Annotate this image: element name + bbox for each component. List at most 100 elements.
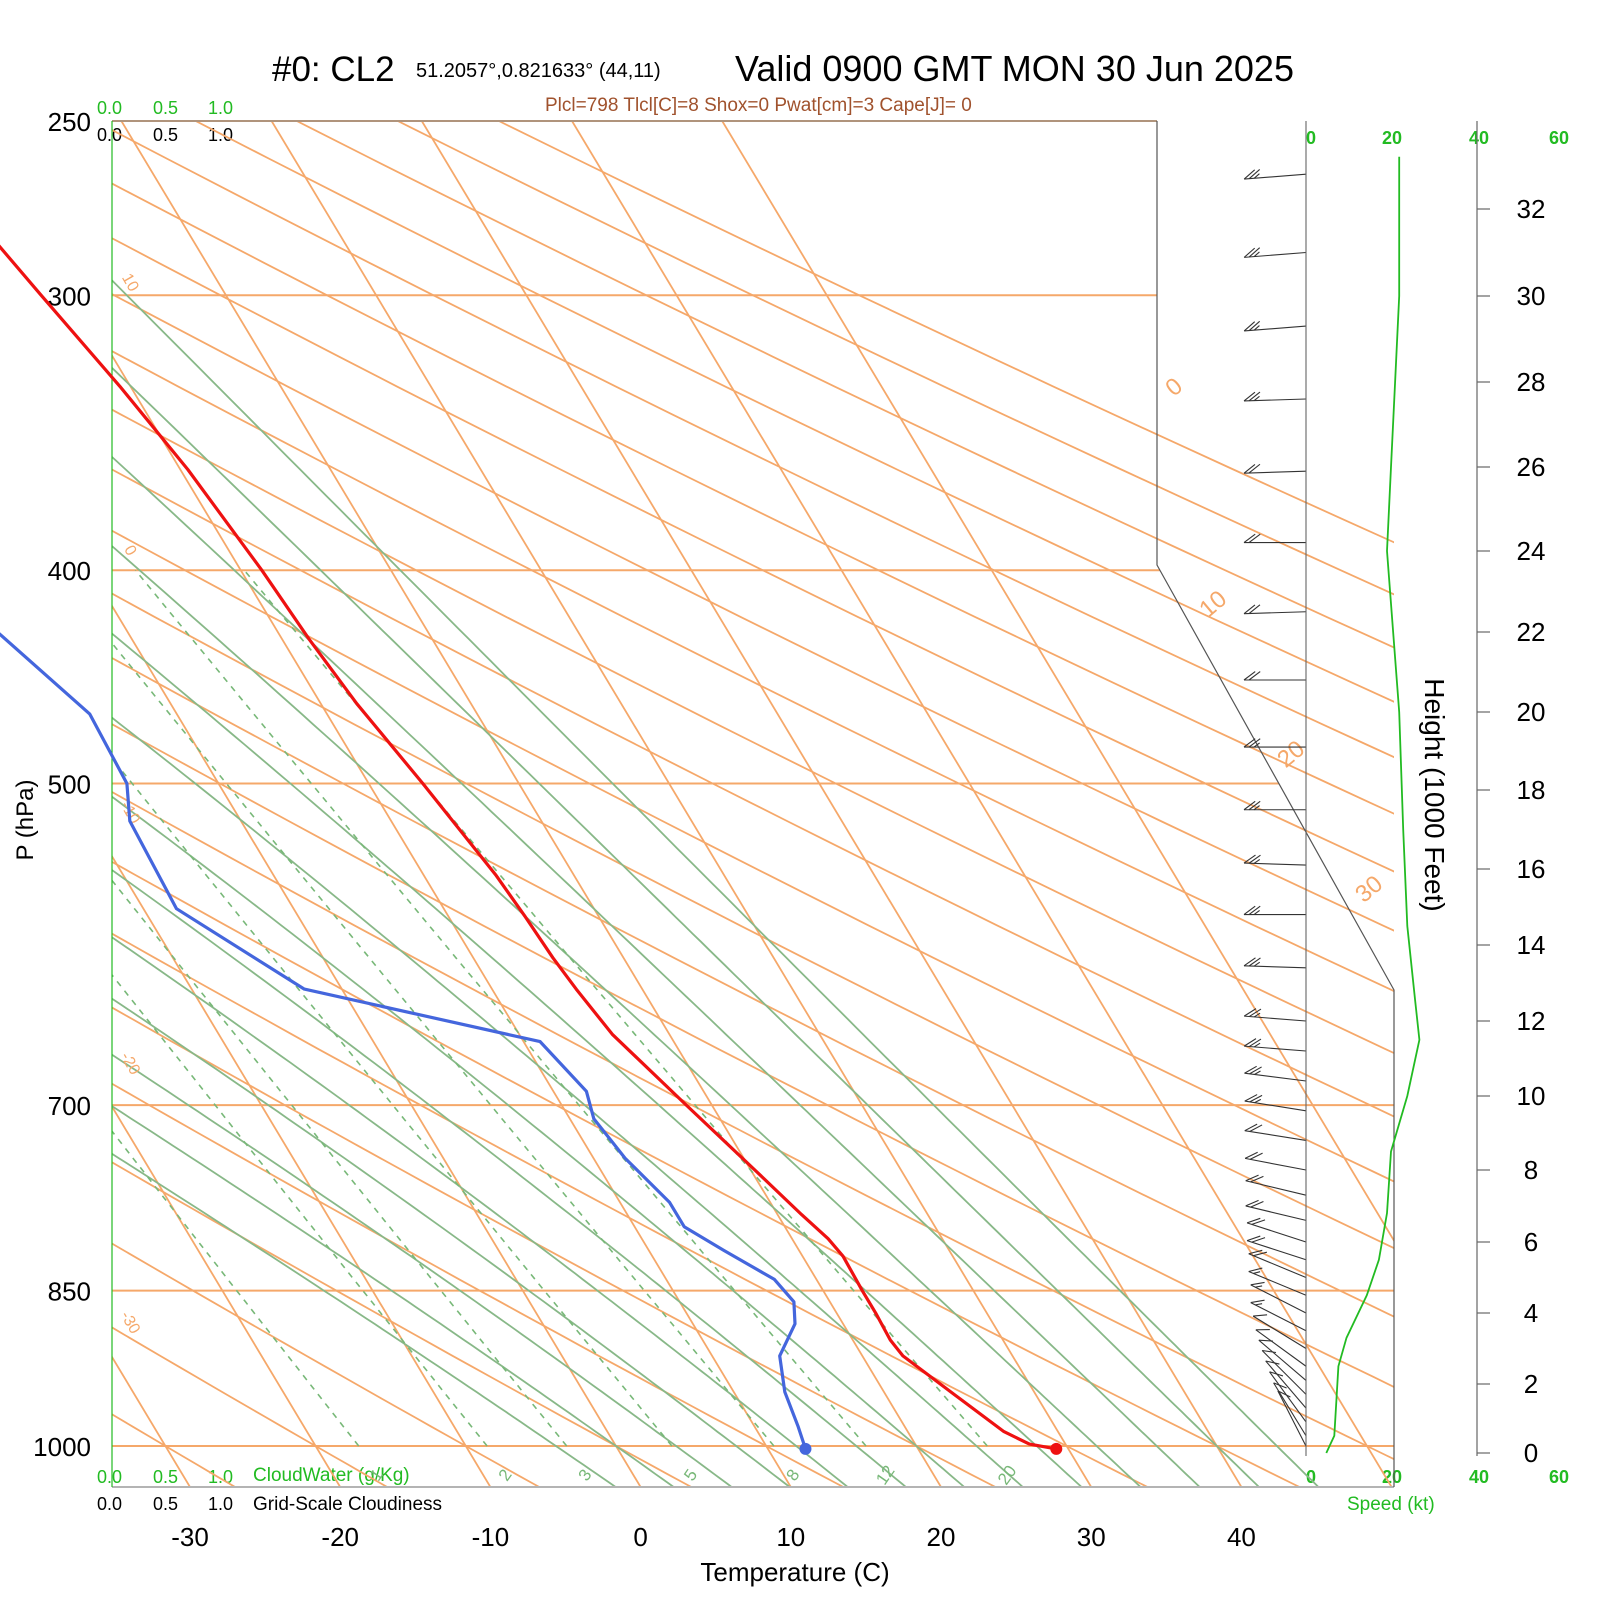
wind-barb-flag	[1243, 738, 1256, 748]
wind-barb	[1244, 1151, 1307, 1171]
wind-barb-flag	[1243, 854, 1256, 864]
wind-speed-line	[1325, 156, 1421, 1454]
wind-barb-staff	[1245, 1180, 1307, 1196]
wind-barb-flag	[1255, 1285, 1263, 1288]
frame-right	[1156, 121, 1395, 1487]
wind-barbs	[1243, 169, 1307, 1447]
wind-barb-flag	[1246, 1235, 1261, 1242]
wind-barb	[1255, 1329, 1307, 1367]
height-tick-label: 18	[1517, 775, 1546, 805]
wind-barb-flag	[1253, 1012, 1261, 1018]
bottom-green-scale: 0.0 0.5 1.0 CloudWater (g/Kg)	[97, 1465, 410, 1487]
wind-barb-flag	[1243, 957, 1256, 967]
dry-adiabat-line	[112, 529, 1394, 1183]
wind-barb	[1243, 905, 1306, 916]
mixing-ratio-line	[112, 1129, 360, 1447]
moist-adiabat-line	[112, 1152, 616, 1486]
isotherm-line	[112, 854, 491, 1486]
wind-barb	[1243, 671, 1306, 681]
wind-barb-flag	[1243, 169, 1256, 180]
wind-barb	[1243, 533, 1306, 544]
speed-axis-label: Speed (kt)	[1347, 1494, 1435, 1515]
temperature-line	[0, 244, 1057, 1451]
wind-barb-flag	[1243, 905, 1256, 916]
moist-adiabat-line	[112, 1053, 732, 1486]
wind-barb-flag	[1253, 858, 1261, 864]
x-axis-label: Temperature (C)	[700, 1557, 889, 1587]
pressure-tick-label: 250	[48, 107, 91, 137]
height-tick-label: 16	[1517, 854, 1546, 884]
chart-coords: 51.2057°,0.821633° (44,11)	[416, 60, 661, 82]
pressure-tick-label: 400	[48, 556, 91, 586]
dry-adiabat-line	[112, 723, 1394, 1388]
height-tick-label: 6	[1524, 1227, 1538, 1257]
wind-barb	[1243, 738, 1306, 748]
wind-barb-flag	[1253, 909, 1260, 916]
wind-barb-flag	[1250, 1201, 1264, 1208]
top-black-05: 0.5	[153, 125, 178, 145]
wind-barb	[1243, 604, 1307, 615]
wind-barb-flag	[1243, 321, 1256, 332]
wind-barb-flag	[1250, 1281, 1265, 1286]
wind-barb-staff	[1248, 1271, 1307, 1296]
pressure-tick-label: 500	[48, 770, 91, 800]
wind-barb-flag	[1243, 247, 1256, 258]
wind-barb-staff	[1261, 1350, 1307, 1395]
wind-barb-flag	[1248, 671, 1261, 681]
wind-barb	[1258, 1339, 1307, 1381]
height-tick-label: 8	[1524, 1155, 1538, 1185]
wind-barb-flag	[1243, 1008, 1257, 1017]
wind-barb-flag	[1244, 1094, 1258, 1102]
wind-barb	[1245, 1174, 1307, 1196]
wind-barb	[1246, 1217, 1307, 1243]
wind-barb-flag	[1265, 1360, 1280, 1365]
temperature-line-surface-dot	[1050, 1442, 1063, 1455]
bottom-black-05: 0.5	[153, 1494, 178, 1514]
isotherm-label-right: 0	[1160, 373, 1188, 402]
bottom-green-0: 0.0	[97, 1467, 122, 1487]
sounding-profiles	[0, 244, 1063, 1455]
height-tick-label: 28	[1517, 367, 1546, 397]
height-tick-label: 22	[1517, 617, 1546, 647]
isotherm-label-left: 10	[118, 271, 142, 295]
height-tick-label: 14	[1517, 930, 1546, 960]
wind-barb	[1243, 463, 1307, 474]
wind-barb-flag	[1254, 1098, 1262, 1104]
dry-adiabat-line	[195, 121, 1394, 703]
thermo-background	[112, 121, 1394, 1486]
bottom-black-1: 1.0	[208, 1494, 233, 1514]
pressure-tick-label: 1000	[33, 1432, 91, 1462]
temperature-tick-label: 20	[927, 1522, 956, 1552]
dry-adiabat-line	[112, 1326, 388, 1486]
height-tick-label: 30	[1517, 281, 1546, 311]
speed-top-60: 60	[1549, 128, 1569, 148]
dry-adiabat-line	[296, 121, 1394, 649]
temperature-tick-label: 0	[633, 1522, 647, 1552]
wind-barb	[1244, 1094, 1307, 1112]
dry-adiabat-line	[112, 1006, 996, 1486]
mixing-ratio-line	[134, 569, 867, 1447]
dewpoint-line	[0, 632, 808, 1450]
top-green-scale: 0.0 0.5 1.0	[97, 98, 233, 118]
mixing-ratio-label: 12	[872, 1462, 898, 1488]
top-green-1: 1.0	[208, 98, 233, 118]
wind-barb	[1261, 1349, 1307, 1395]
isotherm-label-right: 10	[1194, 585, 1232, 623]
wind-barb-flag	[1248, 463, 1261, 474]
chart-valid-time: Valid 0900 GMT MON 30 Jun 2025	[735, 48, 1294, 89]
wind-barb-staff	[1244, 1130, 1307, 1141]
wind-barb	[1243, 320, 1307, 332]
isotherm-line	[421, 121, 1242, 1486]
temperature-tick-label: -20	[321, 1522, 359, 1552]
wind-barb-flag	[1243, 463, 1256, 474]
pressure-tick-label: 300	[48, 281, 91, 311]
wind-barb-staff	[1250, 1284, 1307, 1314]
wind-barb-flag	[1244, 1065, 1257, 1074]
bottom-black-0: 0.0	[97, 1494, 122, 1514]
speed-bottom-40: 40	[1469, 1467, 1489, 1487]
isotherm-label-right: 20	[1272, 735, 1310, 773]
wind-barb	[1243, 247, 1307, 258]
wind-barb-staff	[1244, 965, 1307, 969]
